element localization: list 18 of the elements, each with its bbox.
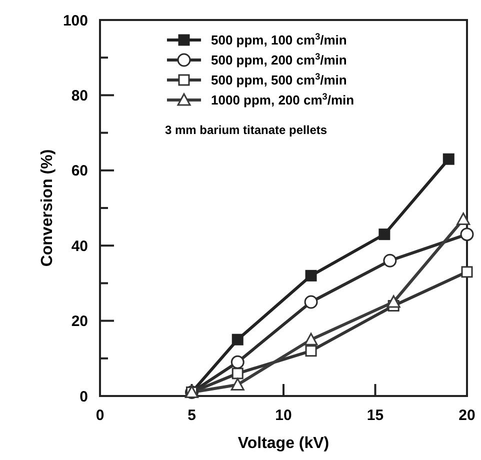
x-tick-label: 20	[458, 407, 476, 424]
legend-label: 1000 ppm, 200 cm$^{3}$/min	[211, 92, 354, 108]
y-tick-label: 40	[71, 238, 88, 255]
x-axis-title: Voltage (kV)	[238, 435, 330, 452]
legend-label: 500 ppm, 500 cm$^{3}$/min	[211, 72, 347, 88]
y-tick-label: 60	[71, 162, 88, 180]
y-tick-label: 20	[71, 313, 88, 330]
y-tick-label: 0	[80, 388, 88, 406]
y-tick-label: 80	[71, 87, 88, 104]
legend-label: 500 ppm, 200 cm$^{3}$/min	[211, 52, 347, 68]
legend-label: 500 ppm, 100 cm$^{3}$/min	[211, 32, 347, 48]
x-tick-label: 0	[96, 407, 104, 424]
x-tick-label: 15	[366, 407, 384, 424]
y-tick-label: 100	[62, 12, 88, 30]
y-axis-title: Conversion (%)	[39, 149, 56, 267]
x-tick-label: 10	[275, 407, 292, 424]
x-tick-label: 5	[188, 407, 196, 424]
annotation: 3 mm barium titanate pellets	[165, 123, 328, 137]
